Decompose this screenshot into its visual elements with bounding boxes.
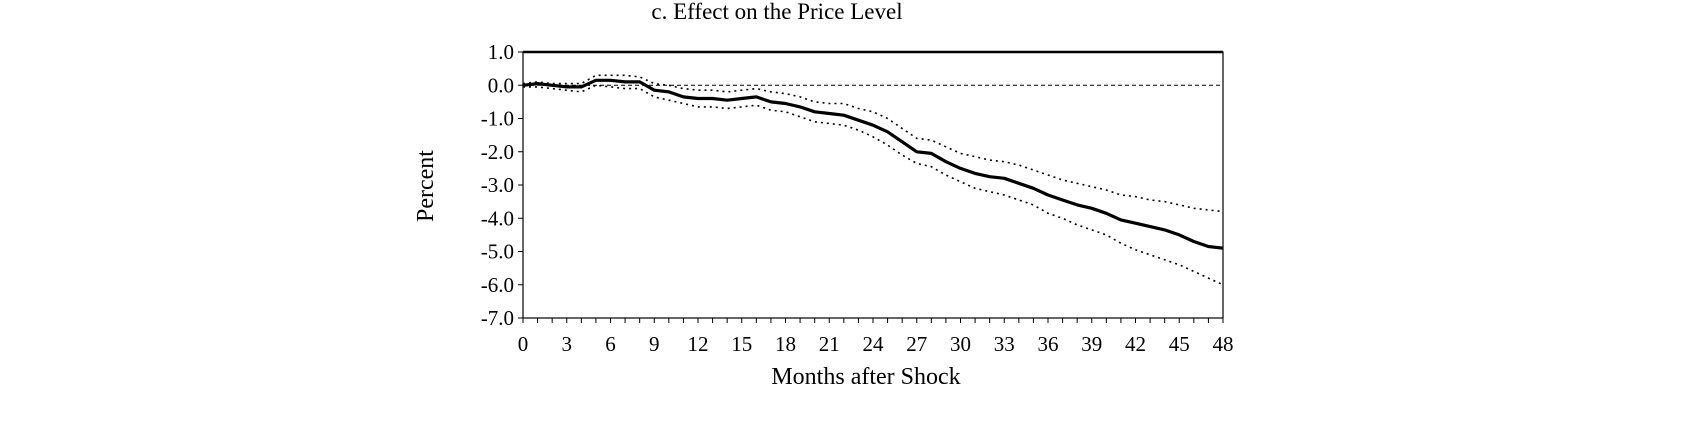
x-tick-label: 36	[1038, 332, 1059, 356]
y-tick-label: -3.0	[481, 173, 514, 197]
y-tick-label: -5.0	[481, 240, 514, 264]
upper-confidence-band-line	[522, 74, 1224, 213]
series-layer	[522, 74, 1224, 286]
y-tick-label: -7.0	[481, 306, 514, 330]
x-tick-label: 33	[994, 332, 1015, 356]
x-axis-label: Months after Shock	[771, 364, 960, 390]
y-axis-label: Percent	[413, 150, 439, 222]
x-tick-label: 30	[950, 332, 971, 356]
y-tick-label: -4.0	[481, 206, 514, 230]
y-tick-label: -6.0	[481, 273, 514, 297]
y-tick-label: -1.0	[481, 107, 514, 131]
chart-title: c. Effect on the Price Level	[651, 0, 902, 24]
x-tick-label: 24	[863, 332, 885, 356]
x-tick-label: 6	[605, 332, 616, 356]
x-tick-label: 15	[731, 332, 752, 356]
x-axis-ticks: 0 3 6 9 12 15 18 21 24 27 30 33 36 39 42 45 48	[518, 318, 1234, 356]
y-tick-label: 1.0	[488, 40, 514, 64]
x-tick-label: 42	[1125, 332, 1146, 356]
x-tick-label: 21	[819, 332, 840, 356]
x-tick-label: 18	[775, 332, 796, 356]
lower-confidence-band-line	[523, 84, 1224, 286]
x-tick-label: 45	[1169, 332, 1190, 356]
x-tick-label: 27	[906, 332, 927, 356]
plot-area-frame	[522, 51, 1224, 319]
y-tick-label: -2.0	[481, 140, 514, 164]
x-tick-label: 48	[1213, 332, 1234, 356]
x-tick-label: 0	[518, 332, 529, 356]
x-tick-label: 3	[562, 332, 573, 356]
x-tick-label: 12	[688, 332, 709, 356]
point-estimate-line	[522, 78, 1224, 250]
x-tick-label: 39	[1081, 332, 1102, 356]
y-axis-ticks: 1.0 0.0 -1.0 -2.0 -3.0 -4.0 -5.0 -6.0 -7.0	[481, 40, 523, 330]
y-tick-label: 0.0	[488, 73, 514, 97]
x-tick-label: 9	[649, 332, 660, 356]
